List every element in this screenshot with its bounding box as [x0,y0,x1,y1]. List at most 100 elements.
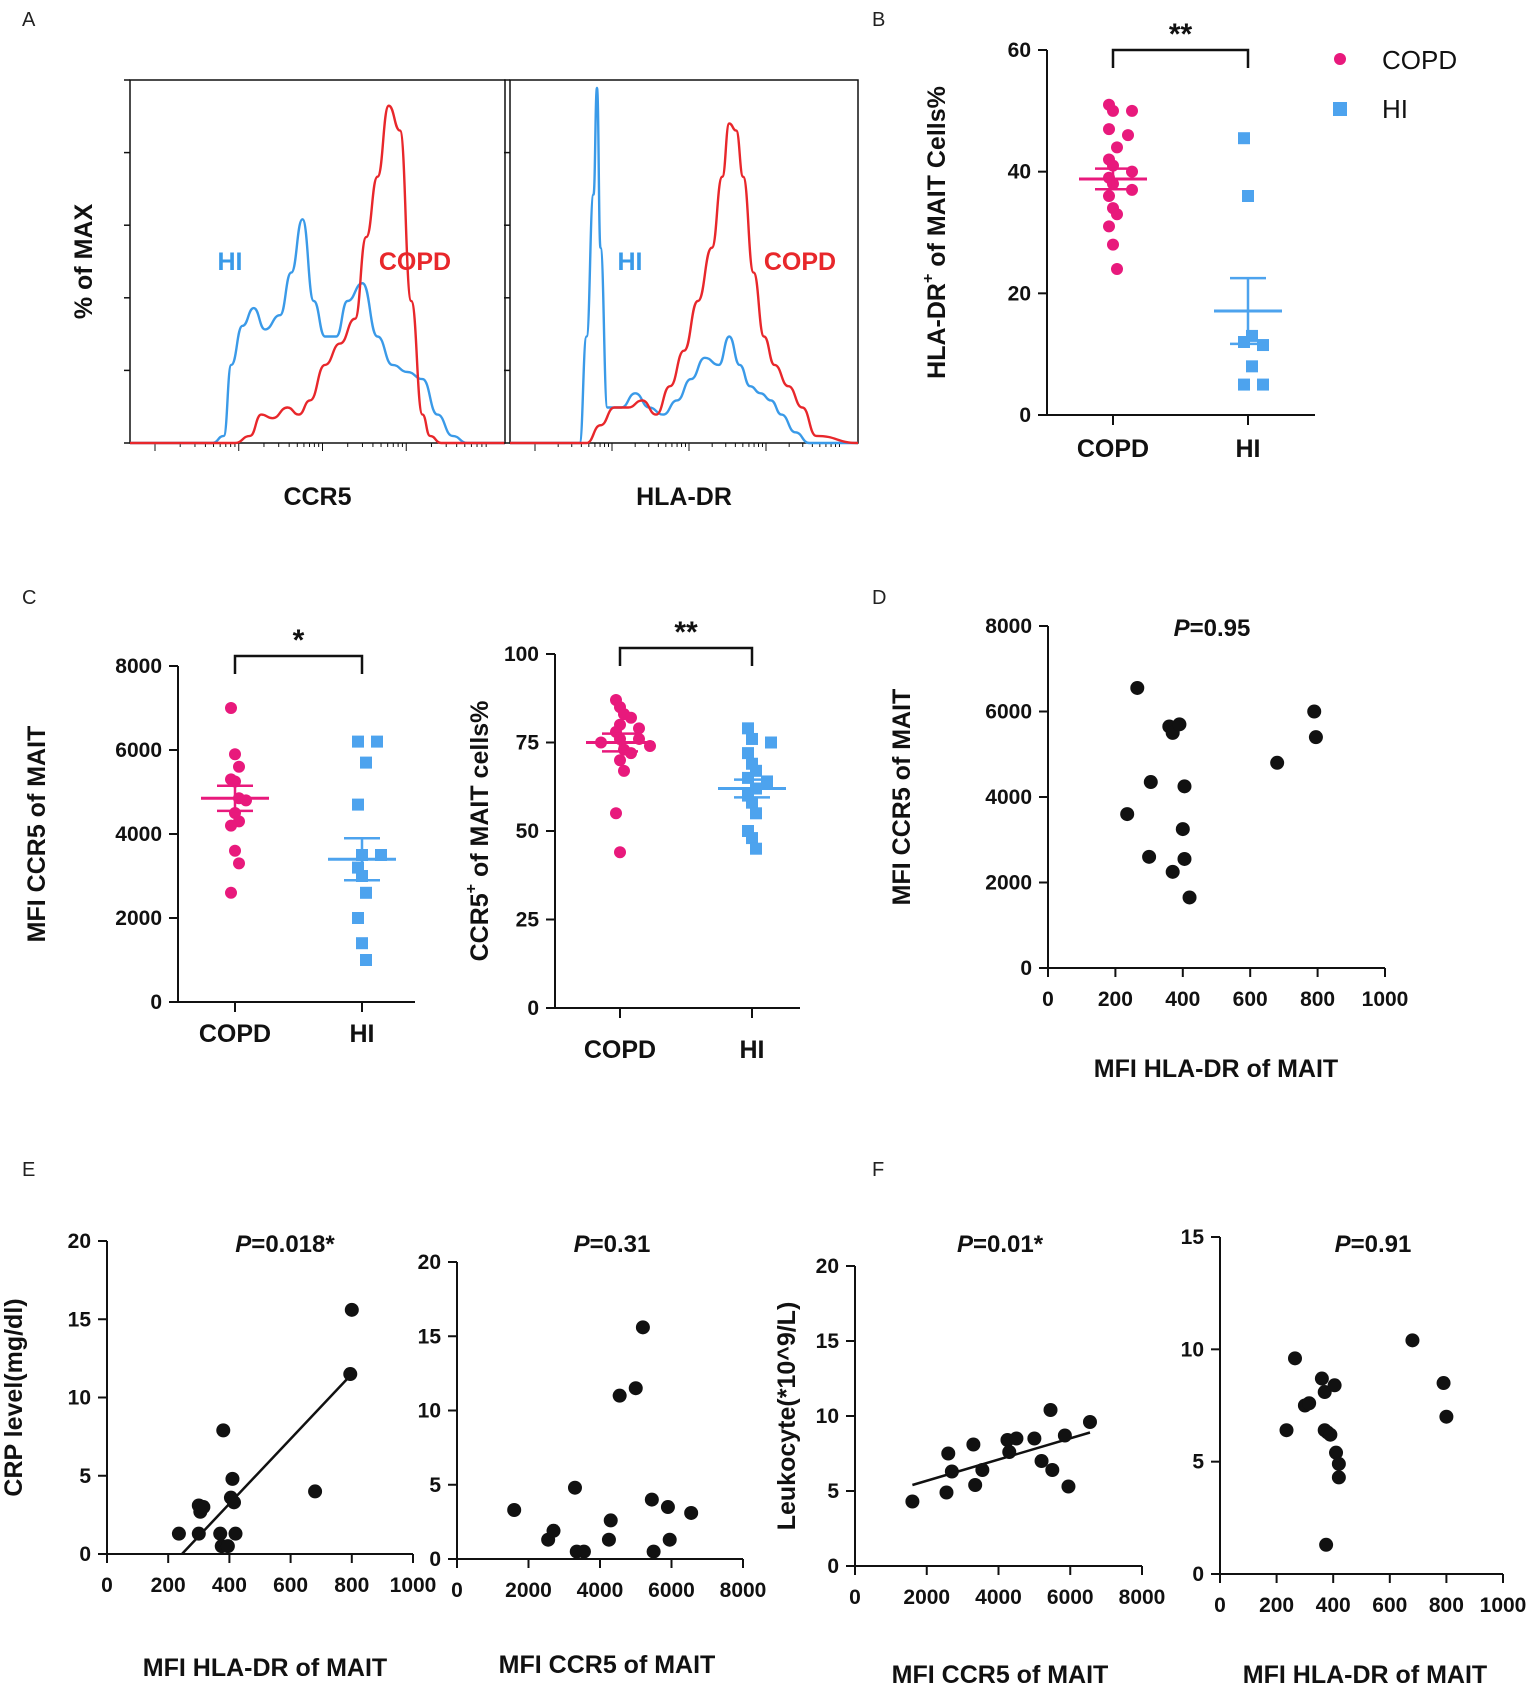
hi-data-point [371,735,383,748]
data-point [1009,1431,1024,1446]
data-point [684,1505,699,1520]
data-point [1027,1431,1042,1446]
data-point [905,1494,920,1509]
hi-data-point [765,736,777,749]
data-point [1165,864,1180,879]
category-label: COPD [199,1020,271,1048]
copd-data-point [229,844,241,857]
copd-data-point [614,754,626,767]
x-tick-label: 1000 [1362,988,1409,1011]
y-tick-label: 15 [1181,1226,1205,1249]
hi-data-point [746,732,758,745]
data-point [1120,807,1135,822]
data-point [1045,1463,1060,1477]
significance-bracket [233,654,364,674]
x-tick-label: 0 [101,1574,113,1597]
y-tick-label: 20 [1008,282,1031,305]
data-point [228,1526,243,1541]
data-point [1331,1456,1346,1471]
data-point [1323,1427,1338,1442]
hi-curve [130,218,505,445]
hi-data-point [761,775,773,788]
significance-stars: ** [1169,18,1193,51]
data-point [1319,1537,1334,1552]
data-point [601,1532,616,1547]
y-tick-label: 5 [429,1474,441,1497]
hi-data-point [1238,378,1250,391]
y-tick-label: 2000 [115,907,162,930]
regression-line [912,1431,1091,1487]
data-point [343,1367,358,1382]
chart-b-hladr-dotplot: 0 20 40 60 COPD HI ** HLA-DR+ of MAIT Cells% COP… [920,18,1457,463]
data-point [216,1423,231,1438]
panel-label-d: D [872,587,886,609]
hi-data-point [1246,360,1258,373]
hi-data-point [742,722,754,735]
category-label: HI [1236,435,1261,463]
x-axis-title: HLA-DR [636,483,732,511]
significance-bracket [618,646,754,666]
data-point [1279,1423,1294,1438]
x-tick-label: 4000 [975,1586,1022,1609]
data-point [1331,1470,1346,1485]
data-point [1182,890,1197,905]
data-point [1270,755,1285,770]
y-tick-label: 75 [516,732,540,755]
y-tick-label: 60 [1008,39,1031,62]
x-axis-title: MFI HLA-DR of MAIT [1094,1055,1338,1083]
plot-frame [129,79,506,444]
chart-f2-leukocyte-hladr: 0 5 10 15 0 200 400 600 800 1000 P=0.91 MFI HLA-DR … [1181,1226,1527,1687]
data-point [941,1446,956,1461]
data-point [1314,1371,1329,1386]
y-tick-label: 10 [68,1387,91,1410]
y-axis-title: CRP level(mg/dl) [0,1298,28,1496]
y-axis-title: % of MAX [70,204,98,320]
x-tick-label: 200 [1259,1594,1294,1617]
data-point [1317,1385,1332,1400]
data-point [1308,730,1323,745]
hi-data-point [1257,378,1269,391]
x-tick-label: 0 [849,1586,861,1609]
panel-label-a: A [22,9,36,31]
chart-e2-crp-ccr5: 0 5 10 15 20 0 2000 4000 6000 8000 P=0.31 MFI CCR5 … [418,1231,767,1679]
x-tick-label: 800 [334,1574,369,1597]
copd-data-point [225,819,237,832]
hi-curve [510,86,858,445]
x-tick-label: 6000 [1047,1586,1094,1609]
legend-copd-label: COPD [1382,45,1457,75]
y-tick-label: 0 [1020,957,1032,980]
y-tick-label: 0 [827,1555,839,1578]
copd-data-point [1103,220,1115,233]
data-point [226,1495,241,1510]
p-value-label: P=0.95 [1174,615,1251,642]
data-point [1287,1351,1302,1366]
data-point [1043,1403,1058,1417]
data-point [576,1544,591,1559]
y-tick-label: 0 [1019,404,1031,427]
data-point [1130,680,1145,695]
y-tick-label: 50 [516,820,539,843]
category-label: HI [350,1020,375,1048]
x-axis-title: MFI HLA-DR of MAIT [1243,1661,1487,1687]
hi-data-point [352,735,364,748]
data-point [603,1513,618,1528]
p-value-label: P=0.01* [957,1231,1044,1258]
y-tick-label: 6000 [985,701,1032,724]
x-tick-label: 8000 [720,1579,767,1602]
x-tick-label: 200 [1098,988,1133,1011]
data-point [644,1492,659,1507]
x-tick-label: 600 [273,1574,308,1597]
copd-data-point [633,722,645,735]
x-tick-label: 2000 [505,1579,552,1602]
copd-data-point [233,760,245,773]
y-tick-label: 5 [827,1480,839,1503]
x-tick-label: 0 [1214,1594,1226,1617]
significance-stars: ** [674,616,698,649]
y-tick-label: 2000 [985,872,1032,895]
copd-curve-label: COPD [764,248,836,276]
copd-data-point [1111,141,1123,154]
copd-data-point [1103,190,1115,202]
data-point [507,1502,522,1517]
x-tick-label: 4000 [577,1579,624,1602]
copd-data-point [229,748,241,761]
